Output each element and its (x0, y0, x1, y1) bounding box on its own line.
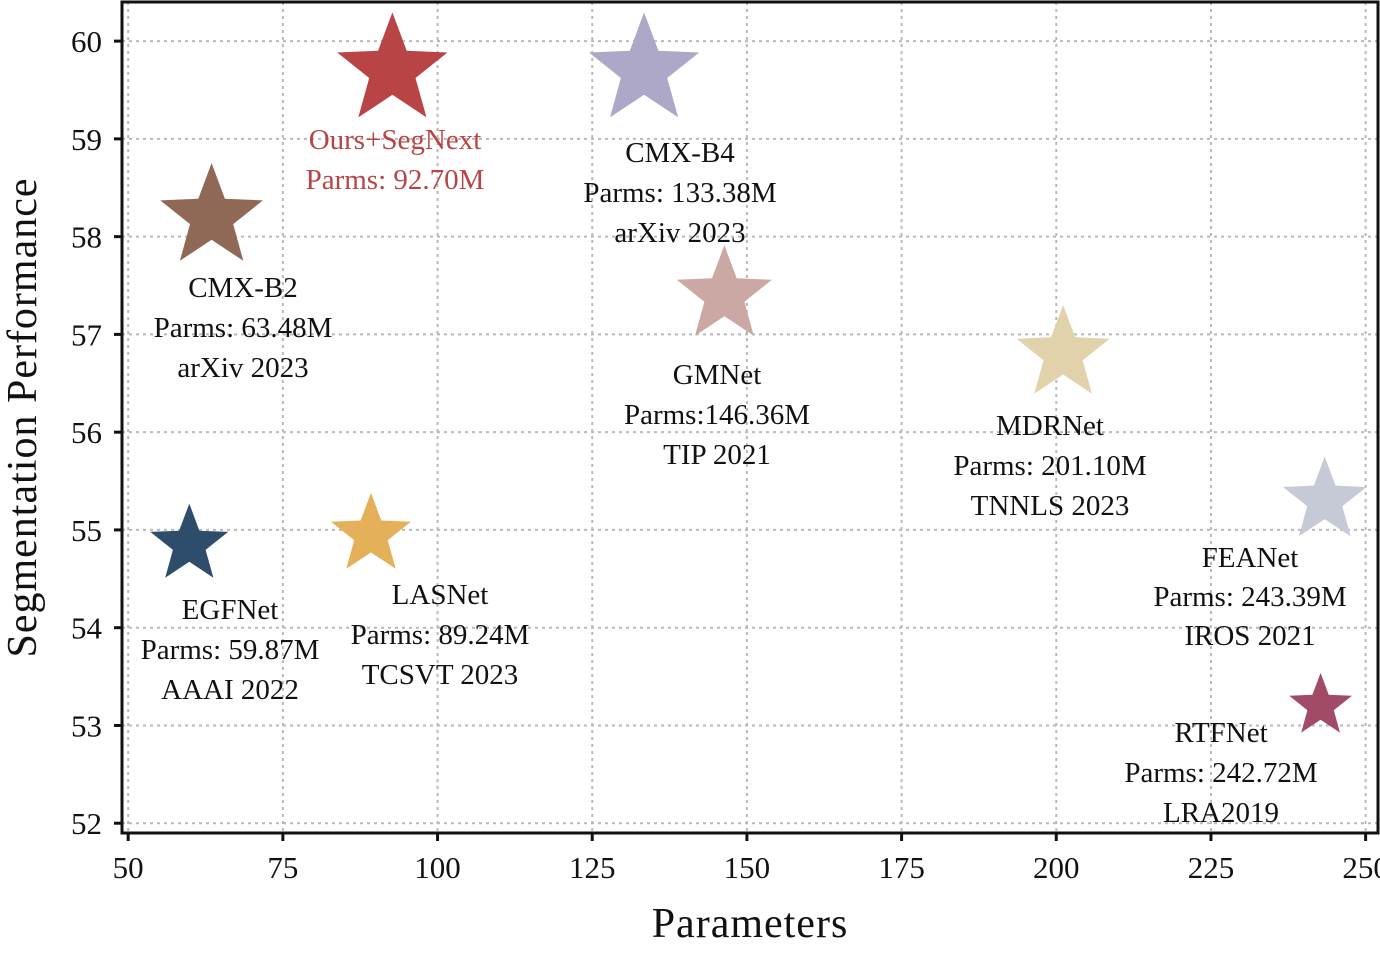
point-label-cmx-b4: CMX-B4 (625, 137, 735, 169)
point-label-lasnet: LASNet (392, 579, 489, 611)
y-tick-label: 55 (71, 513, 102, 548)
point-label-cmx-b2: CMX-B2 (188, 272, 298, 304)
y-tick-label: 58 (71, 220, 102, 255)
grid-lines (122, 2, 1378, 833)
point-label-gmnet: TIP 2021 (663, 439, 771, 471)
data-points (150, 12, 1367, 733)
x-tick-label: 200 (1033, 850, 1080, 885)
x-tick-label: 100 (414, 850, 461, 885)
point-label-cmx-b2: Parms: 63.48M (154, 312, 333, 344)
point-label-cmx-b2: arXiv 2023 (177, 352, 308, 384)
y-axis-title: Segmentation Performance (0, 177, 46, 657)
star-marker-cmx-b2 (160, 163, 263, 261)
point-label-egfnet: EGFNet (182, 594, 279, 626)
y-tick-label: 54 (71, 611, 103, 646)
x-tick-label: 175 (878, 850, 925, 885)
y-tick-label: 60 (71, 24, 102, 59)
point-label-mdrnet: TNNLS 2023 (971, 490, 1130, 522)
point-label-rtfnet: LRA2019 (1163, 797, 1279, 829)
point-label-egfnet: AAAI 2022 (161, 674, 299, 706)
x-tick-label: 225 (1188, 850, 1235, 885)
point-label-mdrnet: Parms: 201.10M (953, 450, 1146, 482)
plot-frame (120, 0, 1380, 835)
axis-ticks: 50 75 100 125 150 175 200 225 250 52 53 54 55 56 57 58 5… (71, 24, 1380, 885)
point-label-feanet: Parms: 243.39M (1153, 581, 1346, 613)
x-axis-title: Parameters (652, 901, 849, 947)
star-marker-feanet (1282, 456, 1367, 537)
x-tick-label: 250 (1342, 850, 1380, 885)
x-tick-label: 125 (569, 850, 616, 885)
point-label-lasnet: Parms: 89.24M (351, 619, 530, 651)
point-label-mdrnet: MDRNet (996, 410, 1104, 442)
point-label-cmx-b4: arXiv 2023 (614, 217, 745, 249)
star-marker-egfnet (150, 503, 229, 578)
x-tick-label: 50 (113, 850, 144, 885)
point-label-gmnet: Parms:146.36M (624, 399, 810, 431)
point-label-cmx-b4: Parms: 133.38M (583, 177, 776, 209)
point-label-rtfnet: RTFNet (1174, 717, 1267, 749)
point-label-gmnet: GMNet (673, 359, 762, 391)
star-marker-lasnet (331, 492, 411, 569)
star-marker-ours-segnext (337, 12, 448, 118)
y-tick-label: 59 (71, 122, 102, 157)
point-label-lasnet: TCSVT 2023 (362, 659, 519, 691)
point-label-rtfnet: Parms: 242.72M (1124, 757, 1317, 789)
star-marker-mdrnet (1016, 305, 1110, 394)
point-label-ours-segnext: Ours+SegNext (309, 124, 482, 156)
point-label-ours-segnext: Parms: 92.70M (306, 164, 485, 196)
point-label-egfnet: Parms: 59.87M (141, 634, 320, 666)
star-marker-rtfnet (1289, 672, 1352, 733)
point-labels: Ours+SegNext Parms: 92.70M CMX-B4 Parms: 13… (141, 124, 1347, 829)
star-marker-gmnet (676, 245, 772, 336)
y-tick-label: 57 (71, 317, 102, 352)
y-tick-label: 53 (71, 708, 102, 743)
x-tick-label: 150 (724, 850, 771, 885)
x-tick-label: 75 (267, 850, 298, 885)
point-label-feanet: IROS 2021 (1184, 620, 1315, 652)
star-marker-cmx-b4 (588, 12, 700, 118)
y-tick-label: 56 (71, 415, 102, 450)
y-tick-label: 52 (71, 806, 102, 841)
point-label-feanet: FEANet (1202, 542, 1299, 574)
